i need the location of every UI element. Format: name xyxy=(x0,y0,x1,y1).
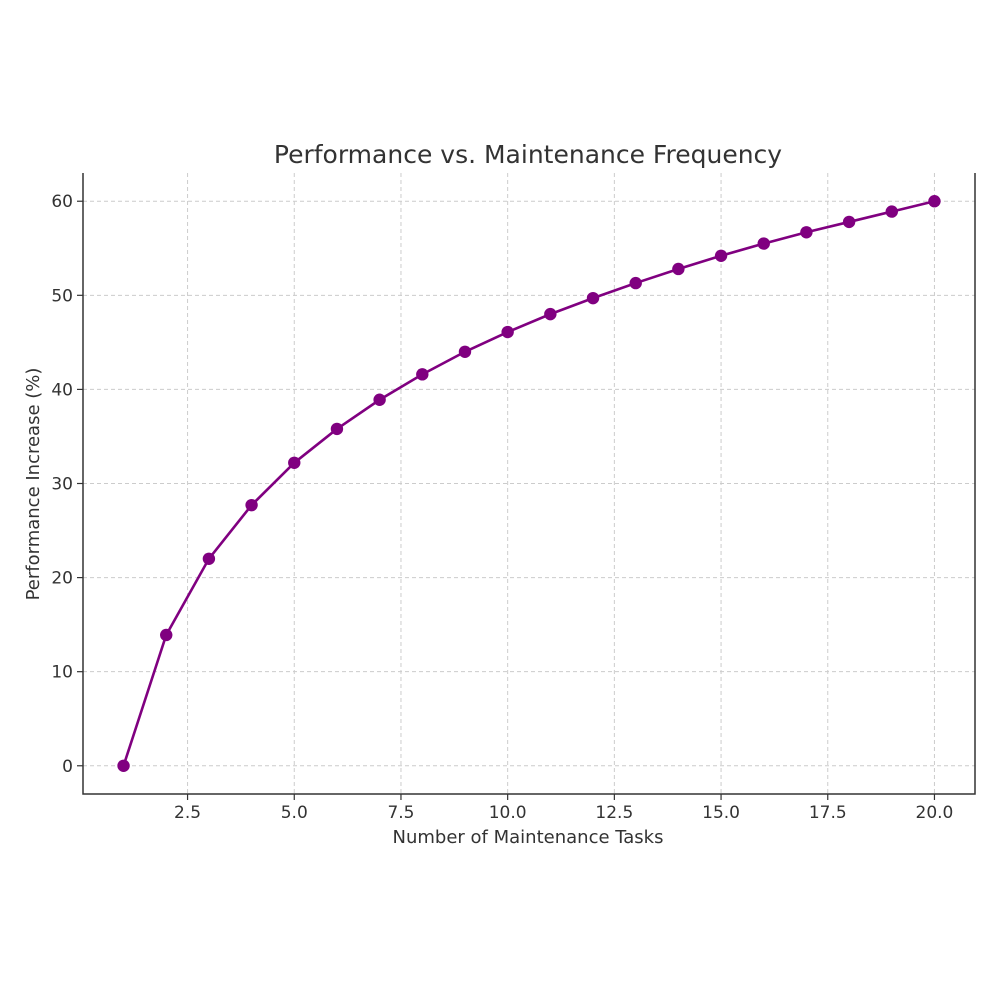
data-point xyxy=(288,456,301,469)
data-point xyxy=(586,291,600,305)
x-tick-label: 20.0 xyxy=(916,803,954,823)
y-tick-label: 20 xyxy=(51,569,73,589)
y-tick-label: 30 xyxy=(51,475,73,495)
data-point xyxy=(672,262,685,276)
data-point xyxy=(842,215,856,229)
series-line xyxy=(122,199,935,767)
x-tick-label: 17.5 xyxy=(809,803,847,823)
y-tick-label: 50 xyxy=(51,286,73,306)
x-tick-label: 10.0 xyxy=(489,803,527,823)
y-tick-label: 40 xyxy=(51,380,73,400)
data-point xyxy=(544,307,557,321)
grid-lines xyxy=(83,173,975,794)
x-tick-label: 5.0 xyxy=(281,803,308,823)
axes: 2.5 5.0 7.5 10.0 12.5 15.0 17.5 20.0 0 10 20 30 40 50… xyxy=(51,173,976,823)
data-point xyxy=(373,393,386,406)
x-axis-label: Number of Maintenance Tasks xyxy=(393,827,664,848)
data-point xyxy=(928,195,941,208)
y-axis-label: Performance Increase (%) xyxy=(23,368,44,601)
data-point xyxy=(629,276,642,290)
data-point xyxy=(202,552,216,565)
x-tick-label: 7.5 xyxy=(387,803,414,823)
y-tick-label: 10 xyxy=(51,663,73,683)
chart-title: Performance vs. Maintenance Frequency xyxy=(274,140,782,169)
data-point xyxy=(800,226,813,239)
x-tick-label: 2.5 xyxy=(174,803,201,823)
data-point xyxy=(117,759,130,772)
data-point xyxy=(885,205,898,218)
y-tick-label: 60 xyxy=(51,192,73,212)
x-tick-label: 12.5 xyxy=(595,803,633,823)
data-point xyxy=(757,237,770,250)
data-point xyxy=(160,628,173,642)
data-point xyxy=(245,498,258,512)
series-line-group xyxy=(117,195,941,772)
y-tick-label: 0 xyxy=(62,757,73,777)
data-point xyxy=(330,422,344,436)
axes-spines xyxy=(82,173,976,795)
data-point xyxy=(501,325,514,339)
data-point xyxy=(416,368,429,381)
data-point xyxy=(458,345,472,358)
x-tick-label: 15.0 xyxy=(702,803,740,823)
data-point xyxy=(714,249,728,262)
